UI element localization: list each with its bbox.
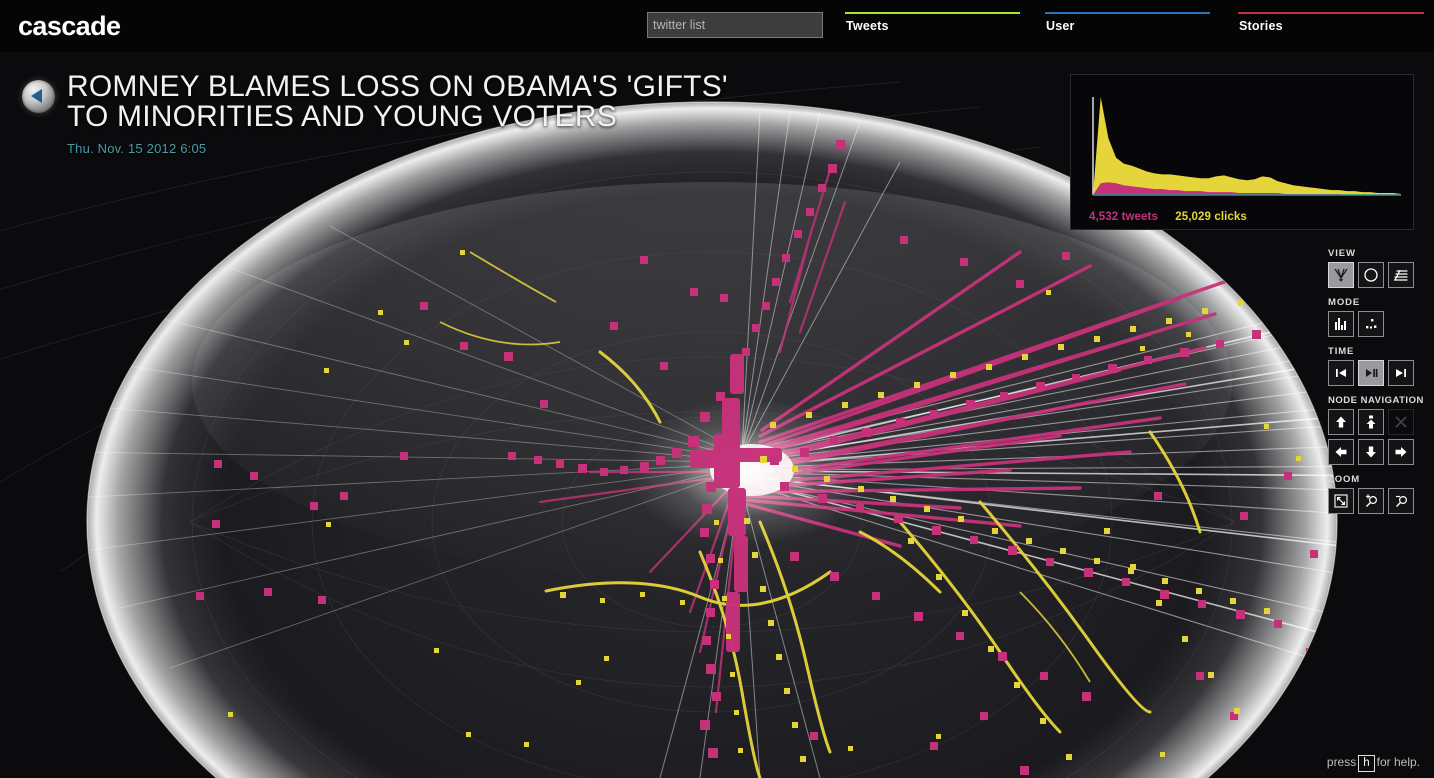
- top-navigation-bar: cascade Tweets User Stories: [0, 0, 1434, 52]
- time-group-label: TIME: [1328, 346, 1355, 357]
- tweets-series-area: [1093, 182, 1401, 195]
- view-circle-button[interactable]: [1358, 262, 1384, 288]
- app-logo[interactable]: cascade: [18, 11, 121, 41]
- fit-screen-icon: [1334, 494, 1348, 508]
- story-timestamp: Thu. Nov. 15 2012 6:05: [67, 141, 207, 156]
- mode-group-label: MODE: [1328, 297, 1361, 308]
- arrow-up-root-icon: [1366, 415, 1376, 429]
- magnifier-plus-icon: [1366, 494, 1378, 507]
- mode-control-group: MODE: [1328, 297, 1420, 337]
- close-x-icon: [1395, 416, 1407, 428]
- view-group-label: VIEW: [1328, 248, 1356, 259]
- time-play-pause-button[interactable]: [1358, 360, 1384, 386]
- page-title: ROMNEY BLAMES LOSS ON OBAMA'S 'GIFTS' TO…: [67, 70, 728, 133]
- skip-forward-icon: [1396, 369, 1406, 377]
- time-control-group: TIME: [1328, 346, 1420, 386]
- circle-icon: [1364, 268, 1378, 282]
- activity-area-chart: [1071, 75, 1413, 229]
- zoom-out-button[interactable]: [1388, 488, 1414, 514]
- click-nodes: [130, 250, 1337, 762]
- help-key: h: [1358, 755, 1375, 772]
- legend-tweets: 4,532 tweets: [1089, 211, 1158, 223]
- legend-clicks: 25,029 clicks: [1175, 211, 1247, 223]
- activity-chart-panel[interactable]: 4,532 tweets 25,029 clicks: [1070, 74, 1414, 230]
- twitter-list-search-input[interactable]: [647, 12, 823, 38]
- help-suffix: for help.: [1376, 755, 1420, 769]
- zoom-control-group: ZOOM: [1328, 474, 1420, 514]
- node-root-button[interactable]: [1358, 409, 1384, 435]
- arrow-up-icon: [1336, 416, 1346, 428]
- bar-chart-icon: [1335, 318, 1346, 330]
- node-close-button: [1388, 409, 1414, 435]
- search-container: [647, 12, 823, 38]
- cascade-tree-icon: [1334, 268, 1348, 282]
- tab-stories-label: Stories: [1239, 19, 1283, 33]
- node-navigation-group: NODE NAVIGATION: [1328, 395, 1424, 465]
- time-skip-back-button[interactable]: [1328, 360, 1354, 386]
- magnifier-minus-icon: [1396, 495, 1408, 507]
- view-control-group: VIEW: [1328, 248, 1420, 288]
- help-hint: press h for help.: [1327, 755, 1420, 772]
- click-paths: [544, 350, 1202, 778]
- arrow-left-icon: [1335, 447, 1347, 457]
- help-prefix: press: [1326, 755, 1357, 769]
- tab-tweets[interactable]: Tweets: [845, 12, 1020, 42]
- node-up-button[interactable]: [1328, 409, 1354, 435]
- mode-dots-button[interactable]: [1358, 311, 1384, 337]
- chart-legend: 4,532 tweets 25,029 clicks: [1089, 211, 1247, 223]
- play-pause-icon: [1366, 369, 1378, 377]
- zoom-in-button[interactable]: [1358, 488, 1384, 514]
- view-cascade-button[interactable]: [1328, 262, 1354, 288]
- story-header: ROMNEY BLAMES LOSS ON OBAMA'S 'GIFTS' TO…: [22, 72, 822, 156]
- node-navigation-label: NODE NAVIGATION: [1328, 395, 1424, 406]
- arrow-right-icon: [1395, 447, 1407, 457]
- node-right-button[interactable]: [1388, 439, 1414, 465]
- skip-back-icon: [1336, 369, 1346, 377]
- tab-user[interactable]: User: [1045, 12, 1210, 42]
- tab-stories-indicator: [1238, 12, 1424, 14]
- burst-core-nodes: [690, 354, 782, 652]
- control-panel: VIEW: [1328, 248, 1424, 523]
- view-list-button[interactable]: [1388, 262, 1414, 288]
- list-lines-icon: [1393, 269, 1408, 281]
- zoom-fit-button[interactable]: [1328, 488, 1354, 514]
- tab-tweets-label: Tweets: [846, 19, 889, 33]
- mode-bars-button[interactable]: [1328, 311, 1354, 337]
- node-down-button[interactable]: [1358, 439, 1384, 465]
- clicks-series-area: [1093, 97, 1401, 195]
- back-arrow-icon: [31, 89, 42, 103]
- time-skip-forward-button[interactable]: [1388, 360, 1414, 386]
- tab-user-indicator: [1045, 12, 1210, 14]
- node-left-button[interactable]: [1328, 439, 1354, 465]
- scatter-dots-icon: [1366, 319, 1377, 329]
- back-button[interactable]: [22, 80, 55, 113]
- tab-tweets-indicator: [845, 12, 1020, 14]
- zoom-group-label: ZOOM: [1328, 474, 1361, 485]
- tab-user-label: User: [1046, 19, 1075, 33]
- tab-stories[interactable]: Stories: [1238, 12, 1434, 42]
- arrow-down-icon: [1366, 446, 1376, 458]
- globe-contents: [87, 111, 1337, 778]
